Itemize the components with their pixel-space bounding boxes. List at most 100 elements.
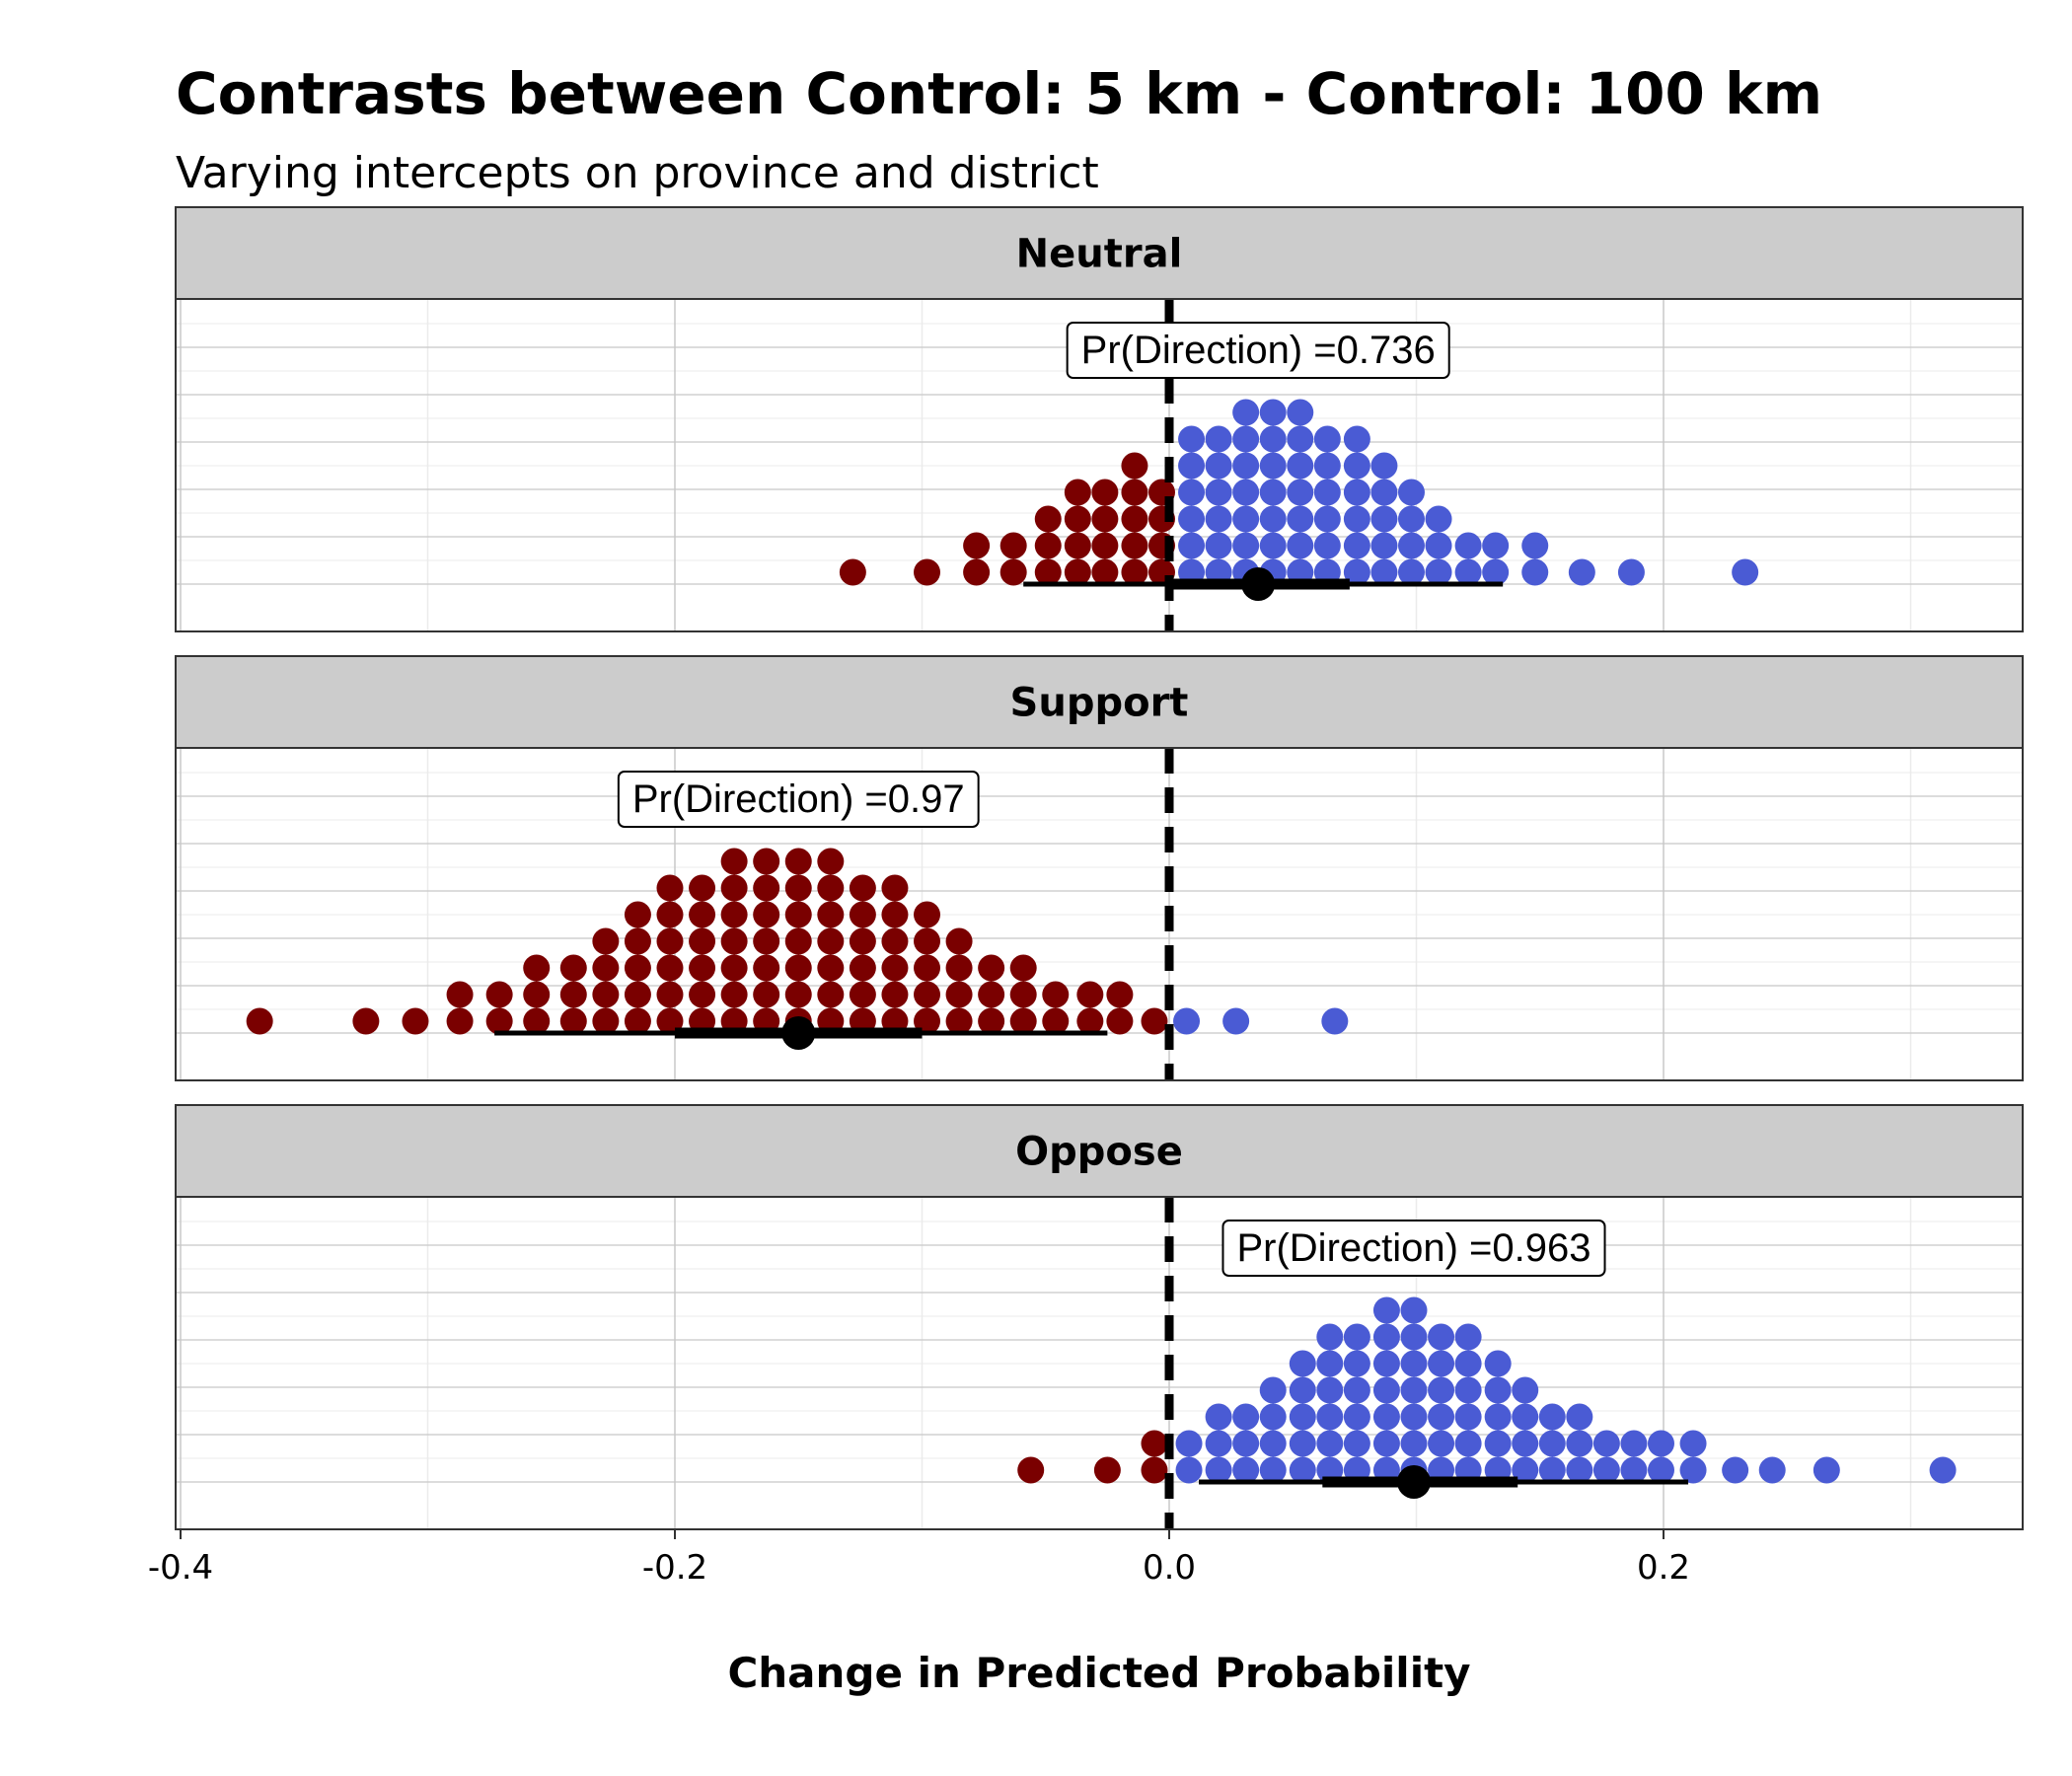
- dot: [784, 954, 812, 982]
- dot: [1370, 505, 1398, 533]
- dot: [1343, 505, 1370, 533]
- dot: [1425, 532, 1452, 559]
- dot: [1647, 1456, 1674, 1484]
- dot: [1370, 558, 1398, 586]
- dot: [1009, 954, 1037, 982]
- dot: [1372, 1403, 1400, 1431]
- dot: [720, 927, 748, 955]
- dot: [1521, 558, 1549, 586]
- dot: [656, 981, 684, 1008]
- dot: [1289, 1403, 1316, 1431]
- dot: [1141, 1456, 1168, 1484]
- dot: [1121, 452, 1148, 480]
- chart-title: Contrasts between Control: 5 km - Contro…: [176, 60, 1822, 127]
- dot: [1343, 1376, 1370, 1404]
- dot: [817, 954, 845, 982]
- dot: [1205, 532, 1232, 559]
- dot: [1566, 1430, 1593, 1457]
- dot: [624, 981, 651, 1008]
- dot: [1732, 558, 1759, 586]
- dot: [1259, 1456, 1287, 1484]
- dot: [689, 981, 716, 1008]
- dot: [1428, 1430, 1455, 1457]
- dot: [1205, 452, 1232, 480]
- dot: [1091, 479, 1119, 506]
- facet-strip-label: Support: [1010, 681, 1189, 726]
- dot: [592, 954, 620, 982]
- dot: [523, 1007, 551, 1035]
- dot: [1287, 452, 1314, 480]
- dot: [1372, 1430, 1400, 1457]
- dot: [1289, 1350, 1316, 1377]
- dot: [1009, 981, 1037, 1008]
- dot: [881, 927, 909, 955]
- dot: [1178, 425, 1206, 453]
- dot: [1017, 1456, 1045, 1484]
- dot: [849, 927, 876, 955]
- dot: [446, 1007, 474, 1035]
- dot: [1397, 479, 1425, 506]
- dot: [1232, 479, 1260, 506]
- facet-strip: [175, 206, 2024, 300]
- dot: [1232, 1403, 1260, 1431]
- facet-strip: [175, 1104, 2024, 1198]
- dot: [624, 954, 651, 982]
- x-tick-label: -0.4: [148, 1548, 213, 1588]
- dot: [945, 1007, 973, 1035]
- dot: [881, 954, 909, 982]
- dot: [720, 954, 748, 982]
- dot: [881, 901, 909, 928]
- dot: [849, 954, 876, 982]
- dot: [1316, 1323, 1344, 1351]
- dot: [1034, 558, 1062, 586]
- dot: [1034, 532, 1062, 559]
- dot: [784, 981, 812, 1008]
- dot: [1106, 981, 1134, 1008]
- dot: [753, 954, 780, 982]
- dot: [1287, 399, 1314, 426]
- dot: [784, 874, 812, 902]
- dot: [1428, 1403, 1455, 1431]
- dot: [1232, 425, 1260, 453]
- x-tick-label: 0.0: [1143, 1548, 1196, 1588]
- dot: [559, 954, 587, 982]
- point-estimate: [1241, 567, 1276, 601]
- facet-strip: [175, 655, 2024, 749]
- dot: [1454, 1430, 1482, 1457]
- dot: [1400, 1430, 1428, 1457]
- panel-border: [175, 1196, 2024, 1530]
- dot: [1175, 1456, 1203, 1484]
- dot: [1178, 452, 1206, 480]
- dot: [689, 901, 716, 928]
- dot: [1205, 1456, 1232, 1484]
- dot: [1042, 1007, 1070, 1035]
- dot: [1372, 1323, 1400, 1351]
- dot: [1454, 558, 1482, 586]
- dot: [1178, 505, 1206, 533]
- dot: [1232, 1430, 1260, 1457]
- dot: [817, 901, 845, 928]
- dot: [1454, 1323, 1482, 1351]
- dot: [849, 981, 876, 1008]
- dot: [1316, 1430, 1344, 1457]
- dot: [1370, 479, 1398, 506]
- dot: [1538, 1456, 1566, 1484]
- dot: [1091, 505, 1119, 533]
- dot: [1259, 1403, 1287, 1431]
- dot: [1482, 532, 1510, 559]
- dot: [1232, 1456, 1260, 1484]
- panel-border: [175, 298, 2024, 632]
- dot: [689, 954, 716, 982]
- dot: [1175, 1430, 1203, 1457]
- dot: [1929, 1456, 1957, 1484]
- dot: [1400, 1376, 1428, 1404]
- dot: [1093, 1456, 1121, 1484]
- dot: [1121, 532, 1148, 559]
- dot: [1484, 1350, 1512, 1377]
- point-estimate: [781, 1016, 816, 1050]
- pd-label-box: [1221, 1220, 1606, 1277]
- facet-strip-label: Neutral: [1016, 232, 1183, 277]
- dot: [1370, 452, 1398, 480]
- dot: [963, 558, 991, 586]
